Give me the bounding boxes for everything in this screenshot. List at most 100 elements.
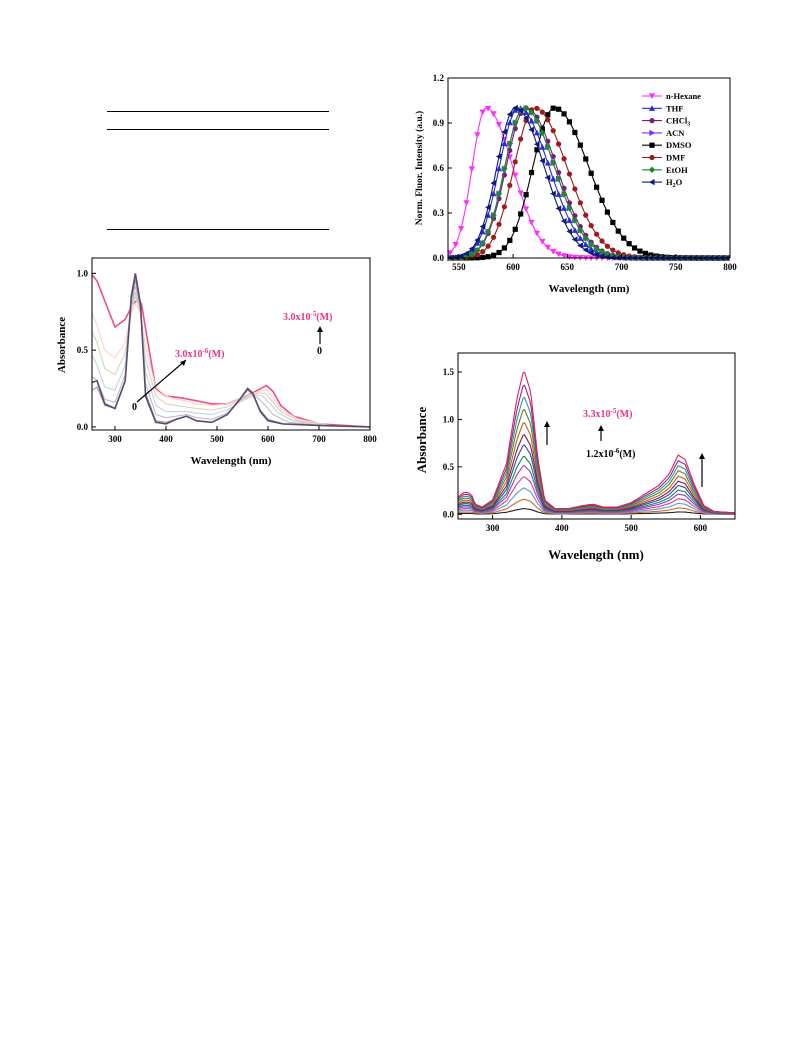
- fluorescence-data-point: [480, 254, 486, 261]
- fluorescence-series-line: [448, 107, 730, 259]
- legend-marker: [649, 129, 656, 136]
- fluorescence-data-point: [566, 254, 573, 260]
- absorbance-series-line: [91, 274, 371, 428]
- fluorescence-data-point: [474, 132, 481, 138]
- fluorescence-data-point: [534, 105, 540, 111]
- fluorescence-data-point: [501, 128, 507, 136]
- table-rule-top: [107, 111, 329, 112]
- y-tick-label: 1.5: [443, 367, 455, 377]
- fluorescence-data-point: [501, 165, 508, 172]
- fluorescence-data-point: [550, 175, 557, 182]
- plot-frame: [91, 257, 371, 431]
- fluorescence-data-point: [561, 156, 567, 162]
- fluorescence-data-point: [556, 106, 562, 112]
- fluorescence-solvent-chart: 550 600 650 700 750 800 0.0 0.3 0.6 0.9 1.2 n-Hex…: [414, 73, 737, 295]
- fluorescence-data-point: [496, 249, 502, 256]
- fluorescence-data-point: [533, 129, 541, 136]
- fluorescence-data-point: [533, 141, 540, 148]
- fluorescence-data-point: [637, 248, 643, 254]
- fluorescence-data-point: [593, 184, 600, 190]
- table-rule-bottom: [107, 229, 329, 230]
- fluorescence-data-point: [522, 109, 530, 116]
- fluorescence-data-point: [474, 237, 480, 244]
- fluorescence-data-point: [485, 105, 492, 112]
- fluorescence-data-point: [566, 204, 573, 212]
- fluorescence-data-point: [566, 228, 573, 235]
- fluorescence-series-line: [448, 107, 730, 259]
- fluorescence-data-point: [474, 240, 481, 246]
- legend-marker: [649, 118, 655, 124]
- legend-label: DMF: [666, 153, 685, 163]
- fluorescence-data-point: [468, 166, 475, 173]
- fluorescence-data-point: [539, 109, 545, 115]
- fluorescence-series-line: [447, 107, 730, 259]
- legend-marker: [648, 166, 656, 173]
- y-axis-label: Absorbance: [414, 407, 429, 474]
- fluorescence-data-point: [496, 221, 502, 227]
- fluorescence-series-line: [447, 107, 730, 259]
- x-tick-label: 700: [312, 434, 326, 444]
- fluorescence-data-point: [566, 217, 573, 223]
- fluorescence-data-point: [577, 200, 583, 206]
- concentration-arrow-low: [136, 359, 187, 403]
- fluorescence-data-point: [588, 223, 594, 229]
- fluorescence-data-point: [528, 126, 535, 133]
- fluorescence-data-point: [539, 126, 545, 133]
- absorbance-titration-chart: 300 400 500 600 0.0 0.5 1.0 1.5 Wavelength (nm…: [414, 352, 736, 562]
- fluorescence-series-line: [448, 107, 730, 259]
- legend-marker: [649, 154, 655, 161]
- fluorescence-data-point: [506, 140, 514, 147]
- fluorescence-data-point: [457, 226, 465, 232]
- y-tick-label: 1.0: [443, 414, 455, 424]
- x-tick-label: 700: [615, 262, 629, 272]
- fluorescence-data-point: [545, 117, 551, 123]
- legend-marker: [649, 142, 655, 148]
- absorbance-series-line: [91, 273, 371, 428]
- fluorescence-data-point: [593, 251, 600, 259]
- fluorescence-data-point: [621, 235, 627, 241]
- fluorescence-data-point: [528, 169, 535, 176]
- fluorescence-data-point: [539, 157, 545, 164]
- fluorescence-data-point: [571, 236, 578, 243]
- fluorescence-data-point: [507, 237, 513, 244]
- fluorescence-series-line: [448, 107, 730, 259]
- fluorescence-data-point: [490, 111, 497, 117]
- y-tick-label: 1.0: [77, 268, 89, 278]
- x-tick-label: 500: [210, 434, 224, 444]
- fluorescence-data-point: [615, 250, 621, 256]
- absorbance-series-line: [91, 285, 371, 428]
- absorbance-series-line: [91, 294, 371, 428]
- fluorescence-data-point: [561, 111, 567, 117]
- x-axis-label: Wavelength (nm): [549, 283, 630, 295]
- titration-series-line: [457, 384, 735, 514]
- fluorescence-data-point: [555, 251, 562, 258]
- legend-label: ACN: [666, 128, 685, 138]
- high-zero-label: 0: [317, 346, 322, 357]
- fluorescence-data-point: [550, 190, 556, 197]
- fluorescence-data-point: [480, 249, 486, 255]
- fluorescence-data-point: [550, 105, 556, 111]
- arrowhead-concentration: [598, 425, 604, 431]
- fluorescence-data-point: [582, 246, 589, 254]
- fluorescence-data-point: [539, 238, 546, 245]
- legend-label: CHCl3: [666, 116, 690, 128]
- fluorescence-data-point: [560, 217, 567, 225]
- fluorescence-series-line: [447, 107, 730, 259]
- fluorescence-data-point: [495, 190, 503, 197]
- x-tick-label: 600: [694, 523, 708, 533]
- fluorescence-data-point: [609, 254, 616, 261]
- y-axis-label: Absorbance: [56, 317, 68, 373]
- fluorescence-data-point: [583, 212, 589, 218]
- arrowhead-high: [317, 326, 323, 332]
- titration-series-line: [457, 371, 736, 514]
- fluorescence-data-point: [642, 250, 648, 256]
- absorbance-concentration-chart: 300 400 500 600 700 800 0.0 0.5 1.0 Wavelength …: [56, 257, 377, 467]
- table-rule-middle: [107, 129, 329, 130]
- fluorescence-data-point: [484, 228, 492, 235]
- fluorescence-data-point: [490, 212, 497, 219]
- fluorescence-data-point: [528, 117, 535, 124]
- y-axis-label: Norm. Fluor. Intensity (a.u.): [414, 111, 425, 225]
- fluorescence-data-point: [583, 156, 589, 162]
- titration-series-line: [457, 487, 735, 515]
- fluorescence-data-point: [545, 112, 551, 118]
